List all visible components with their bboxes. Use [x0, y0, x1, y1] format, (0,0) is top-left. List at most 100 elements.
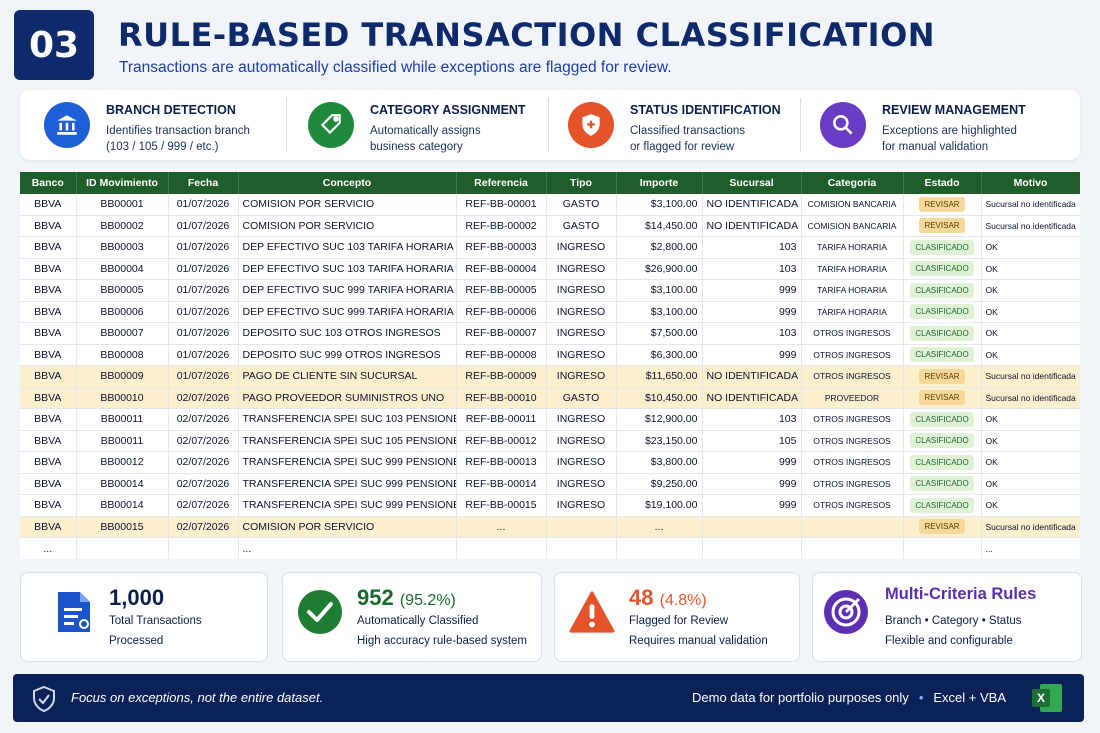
table-row[interactable]: BBVA BB00011 02/07/2026 TRANSFERENCIA SPEI … [20, 408, 1080, 431]
shield-plus-icon [568, 102, 614, 148]
column-header[interactable]: Tipo [546, 172, 617, 194]
table-cell: TARIFA HORARIA [801, 258, 904, 280]
column-header[interactable]: Concepto [238, 172, 457, 194]
table-row[interactable]: BBVA BB00002 01/07/2026 COMISION POR SERVIC… [20, 215, 1080, 237]
table-row[interactable]: BBVA BB00015 02/07/2026 COMISION POR SERVIC… [20, 516, 1080, 538]
column-header[interactable]: Referencia [456, 172, 547, 194]
stat-sublabel: Flexible and configurable [885, 635, 1013, 647]
table-cell: 01/07/2026 [168, 322, 239, 345]
status-badge: CLASIFICADO [910, 304, 974, 320]
table-cell: 02/07/2026 [168, 473, 239, 495]
table-row[interactable]: BBVA BB00008 01/07/2026 DEPOSITO SUC 999 OT… [20, 344, 1080, 366]
table-cell: $7,500.00 [616, 322, 703, 345]
table-cell [702, 516, 802, 538]
table-row[interactable]: BBVA BB00006 01/07/2026 DEP EFECTIVO SUC 99… [20, 301, 1080, 323]
feature-description: Exceptions are highlighted for manual val… [882, 125, 1017, 153]
status-badge: CLASIFICADO [910, 454, 974, 470]
table-cell: BB00007 [76, 322, 169, 345]
column-header[interactable]: Estado [903, 172, 982, 194]
table-cell: OTROS INGRESOS [801, 473, 904, 495]
table-cell: COMISION POR SERVICIO [238, 516, 457, 538]
table-cell: REF-BB-00015 [456, 494, 547, 517]
table-cell: TRANSFERENCIA SPEI SUC 999 PENSIONES [238, 451, 457, 474]
magnifier-icon [820, 102, 866, 148]
column-header[interactable]: ID Movimiento [76, 172, 169, 194]
table-row[interactable]: BBVA BB00011 02/07/2026 TRANSFERENCIA SPEI … [20, 430, 1080, 452]
stat-value: Multi-Criteria Rules [885, 585, 1037, 603]
table-row[interactable]: BBVA BB00007 01/07/2026 DEPOSITO SUC 103 OT… [20, 322, 1080, 345]
table-cell: BBVA [20, 473, 77, 495]
column-header[interactable]: Banco [20, 172, 77, 194]
table-cell: OTROS INGRESOS [801, 494, 904, 517]
table-cell: TARIFA HORARIA [801, 236, 904, 259]
status-badge: CLASIFICADO [910, 282, 974, 298]
table-cell: DEP EFECTIVO SUC 999 TARIFA HORARIA [238, 279, 457, 302]
table-row[interactable]: BBVA BB00001 01/07/2026 COMISION POR SERVIC… [20, 194, 1080, 216]
table-row[interactable]: ......... [20, 537, 1080, 559]
stat-sublabel: Processed [109, 635, 164, 647]
table-cell: Sucursal no identificada [981, 365, 1080, 388]
status-badge: REVISAR [919, 368, 965, 384]
table-cell: 01/07/2026 [168, 258, 239, 280]
table-cell: 103 [702, 258, 802, 280]
table-row[interactable]: BBVA BB00004 01/07/2026 DEP EFECTIVO SUC 10… [20, 258, 1080, 280]
table-cell: ... [456, 516, 547, 538]
table-cell: BBVA [20, 451, 77, 474]
table-cell: $2,800.00 [616, 236, 703, 259]
status-badge: CLASIFICADO [910, 325, 974, 341]
table-cell: BBVA [20, 322, 77, 345]
divider [286, 98, 287, 152]
table-cell: INGRESO [546, 451, 617, 474]
table-cell: REF-BB-00004 [456, 258, 547, 280]
table-cell: 02/07/2026 [168, 387, 239, 409]
table-row[interactable]: BBVA BB00012 02/07/2026 TRANSFERENCIA SPEI … [20, 451, 1080, 474]
table-cell: CLASIFICADO [903, 494, 982, 517]
table-cell [456, 537, 547, 559]
column-header[interactable]: Sucursal [702, 172, 802, 194]
table-row[interactable]: BBVA BB00003 01/07/2026 DEP EFECTIVO SUC 10… [20, 236, 1080, 259]
status-badge: CLASIFICADO [910, 347, 974, 363]
page-title: RULE-BASED TRANSACTION CLASSIFICATION [118, 16, 936, 54]
footer-credits: Demo data for portfolio purposes only • Ex… [692, 690, 1006, 705]
table-row[interactable]: BBVA BB00010 02/07/2026 PAGO PROVEEDOR SUMI… [20, 387, 1080, 409]
table-cell: NO IDENTIFICADA [702, 215, 802, 237]
table-cell: $14,450.00 [616, 215, 703, 237]
feature-title: STATUS IDENTIFICATION [630, 103, 781, 117]
table-cell: $6,300.00 [616, 344, 703, 366]
table-cell: REF-BB-00008 [456, 344, 547, 366]
transactions-table: Banco ID Movimiento Fecha Concepto Referenci… [20, 172, 1080, 559]
table-cell: BB00003 [76, 236, 169, 259]
table-row[interactable]: BBVA BB00014 02/07/2026 TRANSFERENCIA SPEI … [20, 494, 1080, 517]
table-cell: BBVA [20, 258, 77, 280]
table-cell: OTROS INGRESOS [801, 451, 904, 474]
table-row[interactable]: BBVA BB00009 01/07/2026 PAGO DE CLIENTE SIN… [20, 365, 1080, 388]
table-cell: 01/07/2026 [168, 344, 239, 366]
table-cell: 999 [702, 473, 802, 495]
table-cell: COMISION BANCARIA [801, 194, 904, 216]
stat-label: Flagged for Review [629, 615, 729, 627]
table-cell: BBVA [20, 387, 77, 409]
table-cell: OK [981, 494, 1080, 517]
table-cell: $19,100.00 [616, 494, 703, 517]
table-cell: TRANSFERENCIA SPEI SUC 999 PENSIONES [238, 494, 457, 517]
table-row[interactable]: BBVA BB00005 01/07/2026 DEP EFECTIVO SUC 99… [20, 279, 1080, 302]
table-cell [168, 537, 239, 559]
table-cell: Sucursal no identificada [981, 387, 1080, 409]
column-header[interactable]: Importe [616, 172, 703, 194]
table-cell [702, 537, 802, 559]
column-header[interactable]: Categoria [801, 172, 904, 194]
table-cell: $11,650.00 [616, 365, 703, 388]
table-cell: 02/07/2026 [168, 451, 239, 474]
check-circle-icon [297, 589, 343, 635]
column-header[interactable]: Motivo [981, 172, 1080, 194]
table-cell: OK [981, 451, 1080, 474]
stat-card-flagged: 48 (4.8%) Flagged for Review Requires ma… [554, 572, 800, 662]
status-badge: CLASIFICADO [910, 261, 974, 277]
column-header[interactable]: Fecha [168, 172, 239, 194]
table-cell: DEPOSITO SUC 999 OTROS INGRESOS [238, 344, 457, 366]
status-badge: REVISAR [919, 390, 965, 406]
table-cell: Sucursal no identificada [981, 194, 1080, 216]
table-row[interactable]: BBVA BB00014 02/07/2026 TRANSFERENCIA SPEI … [20, 473, 1080, 495]
table-cell: $3,100.00 [616, 279, 703, 302]
table-cell: 02/07/2026 [168, 430, 239, 452]
